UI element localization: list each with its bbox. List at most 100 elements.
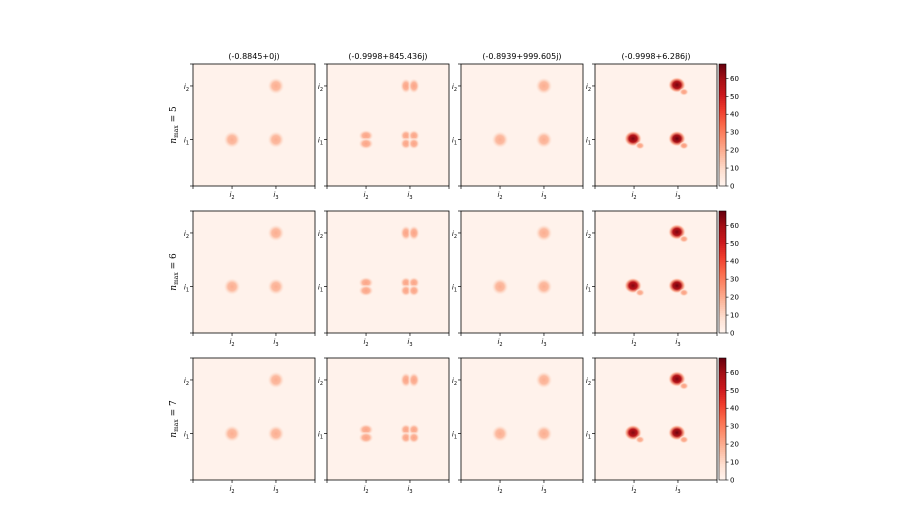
column-title: (-0.9998+845.436j) xyxy=(348,52,427,61)
colorbar-tick-label: 30 xyxy=(730,129,739,137)
colorbar: 0 10 20 30 40 50 60 xyxy=(718,210,739,338)
blob xyxy=(358,129,375,150)
tick-label: i3 xyxy=(541,485,546,495)
panel-background xyxy=(461,358,583,480)
blob xyxy=(358,276,375,297)
colorbar: 0 10 20 30 40 50 60 xyxy=(718,357,739,485)
colorbar: 0 10 20 30 40 50 60 xyxy=(718,63,739,191)
heatmap-panel: i2 i3 i2 i1 xyxy=(452,357,584,495)
heatmap-panel: i2 i3 i2 i1 xyxy=(452,210,584,348)
blob xyxy=(491,424,510,443)
column-title: (-0.8939+999.605j) xyxy=(482,52,561,61)
colorbar-tick-label: 30 xyxy=(730,276,739,284)
blob xyxy=(491,277,510,296)
colorbar-tick-label: 10 xyxy=(730,459,739,467)
tick-label: i2 xyxy=(452,230,457,240)
blob xyxy=(266,223,285,242)
colorbar-tick-label: 10 xyxy=(730,165,739,173)
row-label: nmax = 6 xyxy=(169,253,180,291)
tick-label: i1 xyxy=(452,284,457,294)
tick-label: i2 xyxy=(229,338,234,348)
tick-label: i3 xyxy=(675,485,680,495)
colorbar-tick-label: 0 xyxy=(730,330,734,338)
blob xyxy=(399,129,420,150)
heatmap-panel: i2 i3 i2 i1 xyxy=(184,63,316,201)
blob xyxy=(399,423,420,444)
panel-frame xyxy=(460,357,584,481)
panel-background xyxy=(193,211,315,333)
colorbar-tick-label: 60 xyxy=(730,222,739,230)
tick-label: i2 xyxy=(586,377,591,387)
blob xyxy=(667,370,689,390)
tick-label: i2 xyxy=(631,338,636,348)
panel-background xyxy=(327,358,449,480)
tick-label: i1 xyxy=(586,137,591,147)
heatmap-panel: i2 i3 i2 i1 xyxy=(452,63,584,201)
tick-label: i2 xyxy=(184,83,189,93)
panel-frame xyxy=(594,63,718,187)
panel-background xyxy=(327,211,449,333)
blob xyxy=(399,371,420,388)
tick-label: i3 xyxy=(273,191,278,201)
blob xyxy=(399,77,420,94)
tick-label: i3 xyxy=(273,485,278,495)
blob xyxy=(266,277,285,296)
panel-frame xyxy=(192,210,316,334)
tick-label: i2 xyxy=(497,338,502,348)
column-title: (-0.9998+6.286j) xyxy=(622,52,691,61)
tick-label: i3 xyxy=(407,191,412,201)
tick-label: i1 xyxy=(184,137,189,147)
blob xyxy=(667,223,689,243)
blob xyxy=(266,76,285,95)
panel-background xyxy=(461,64,583,186)
tick-label: i1 xyxy=(184,431,189,441)
blob xyxy=(624,424,646,444)
tick-label: i2 xyxy=(318,230,323,240)
blob xyxy=(223,130,242,149)
blob xyxy=(266,424,285,443)
tick-label: i2 xyxy=(497,485,502,495)
tick-label: i3 xyxy=(407,338,412,348)
blob xyxy=(399,276,420,297)
tick-label: i2 xyxy=(229,485,234,495)
blob xyxy=(667,424,689,444)
tick-label: i1 xyxy=(318,284,323,294)
blob xyxy=(266,130,285,149)
row-label: nmax = 7 xyxy=(169,400,180,438)
colorbar-tick-label: 0 xyxy=(730,183,734,191)
colorbar-tick-label: 40 xyxy=(730,111,739,119)
tick-label: i1 xyxy=(586,431,591,441)
panel-background xyxy=(595,64,717,186)
column-title: (-0.8845+0j) xyxy=(228,52,279,61)
blob xyxy=(223,277,242,296)
tick-label: i2 xyxy=(363,338,368,348)
tick-label: i2 xyxy=(318,377,323,387)
tick-label: i2 xyxy=(318,83,323,93)
colorbar-tick-label: 60 xyxy=(730,369,739,377)
blob xyxy=(534,223,553,242)
blob xyxy=(358,423,375,444)
blob xyxy=(534,130,553,149)
tick-label: i2 xyxy=(631,485,636,495)
panel-background xyxy=(327,64,449,186)
tick-label: i3 xyxy=(675,191,680,201)
heatmap-panel: i2 i3 i2 i1 xyxy=(318,210,450,348)
colorbar-tick-label: 20 xyxy=(730,294,739,302)
tick-label: i1 xyxy=(318,137,323,147)
blob xyxy=(667,130,689,150)
tick-label: i3 xyxy=(273,338,278,348)
heatmap-panel: i2 i3 i2 i1 xyxy=(586,210,718,348)
blob xyxy=(223,424,242,443)
blob xyxy=(534,370,553,389)
panel-background xyxy=(595,211,717,333)
heatmap-panel: i2 i3 i2 i1 xyxy=(586,63,718,201)
blob xyxy=(624,277,646,297)
heatmap-panel: i2 i3 i2 i1 xyxy=(586,357,718,495)
tick-label: i1 xyxy=(452,137,457,147)
blob xyxy=(534,76,553,95)
blob xyxy=(624,130,646,150)
panel-frame xyxy=(326,357,450,481)
tick-label: i1 xyxy=(318,431,323,441)
heatmap-panel: i2 i3 i2 i1 xyxy=(184,210,316,348)
